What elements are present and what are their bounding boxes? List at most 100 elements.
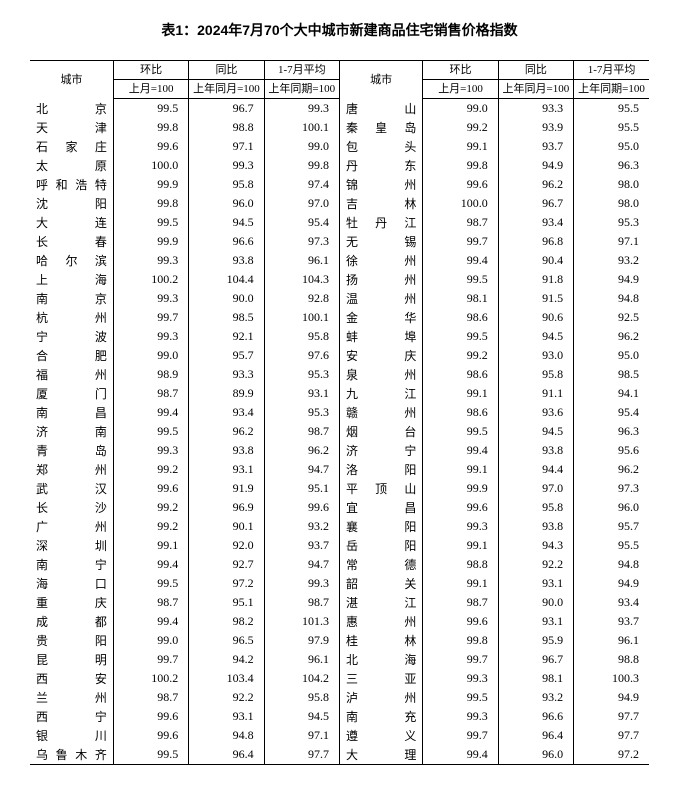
avg-value: 98.0 <box>574 194 649 213</box>
city-name: 徐州 <box>339 251 422 270</box>
yoy-value: 93.1 <box>189 460 264 479</box>
city-name: 呼和浩特 <box>30 175 113 194</box>
header-mom-left: 环比 <box>113 61 188 80</box>
avg-value: 95.4 <box>574 403 649 422</box>
mom-value: 99.9 <box>423 479 498 498</box>
yoy-value: 93.6 <box>498 403 573 422</box>
mom-value: 99.4 <box>423 745 498 765</box>
mom-value: 99.2 <box>423 346 498 365</box>
city-name: 九江 <box>339 384 422 403</box>
table-row: 沈阳99.896.097.0吉林100.096.798.0 <box>30 194 649 213</box>
mom-value: 99.1 <box>423 536 498 555</box>
avg-value: 96.2 <box>264 441 339 460</box>
yoy-value: 97.2 <box>189 574 264 593</box>
mom-value: 99.3 <box>423 517 498 536</box>
table-row: 重庆98.795.198.7湛江98.790.093.4 <box>30 593 649 612</box>
city-name: 泸州 <box>339 688 422 707</box>
table-row: 南宁99.492.794.7常德98.892.294.8 <box>30 555 649 574</box>
yoy-value: 94.3 <box>498 536 573 555</box>
city-name: 遵义 <box>339 726 422 745</box>
mom-value: 99.5 <box>113 745 188 765</box>
table-row: 郑州99.293.194.7洛阳99.194.496.2 <box>30 460 649 479</box>
city-name: 南昌 <box>30 403 113 422</box>
table-row: 深圳99.192.093.7岳阳99.194.395.5 <box>30 536 649 555</box>
avg-value: 99.0 <box>264 137 339 156</box>
yoy-value: 95.8 <box>189 175 264 194</box>
avg-value: 97.7 <box>574 726 649 745</box>
mom-value: 99.7 <box>423 650 498 669</box>
yoy-value: 93.0 <box>498 346 573 365</box>
city-name: 扬州 <box>339 270 422 289</box>
mom-value: 99.8 <box>423 156 498 175</box>
avg-value: 93.7 <box>264 536 339 555</box>
mom-value: 99.5 <box>113 99 188 118</box>
avg-value: 95.5 <box>574 99 649 118</box>
header-avg-left: 1-7月平均 <box>264 61 339 80</box>
mom-value: 99.1 <box>423 574 498 593</box>
yoy-value: 91.1 <box>498 384 573 403</box>
avg-value: 94.9 <box>574 574 649 593</box>
avg-value: 96.1 <box>574 631 649 650</box>
city-name: 哈尔滨 <box>30 251 113 270</box>
header-yoy-sub-left: 上年同月=100 <box>189 80 264 99</box>
avg-value: 94.8 <box>574 289 649 308</box>
city-name: 温州 <box>339 289 422 308</box>
table-row: 青岛99.393.896.2济宁99.493.895.6 <box>30 441 649 460</box>
avg-value: 100.1 <box>264 118 339 137</box>
yoy-value: 91.8 <box>498 270 573 289</box>
avg-value: 99.3 <box>264 574 339 593</box>
city-name: 烟台 <box>339 422 422 441</box>
city-name: 长春 <box>30 232 113 251</box>
avg-value: 95.5 <box>574 118 649 137</box>
mom-value: 99.4 <box>113 612 188 631</box>
avg-value: 93.7 <box>574 612 649 631</box>
yoy-value: 96.9 <box>189 498 264 517</box>
yoy-value: 92.2 <box>189 688 264 707</box>
avg-value: 95.1 <box>264 479 339 498</box>
yoy-value: 98.2 <box>189 612 264 631</box>
mom-value: 98.1 <box>423 289 498 308</box>
mom-value: 100.0 <box>113 156 188 175</box>
mom-value: 99.4 <box>423 441 498 460</box>
yoy-value: 93.3 <box>498 99 573 118</box>
avg-value: 95.8 <box>264 327 339 346</box>
yoy-value: 96.7 <box>189 99 264 118</box>
city-name: 北京 <box>30 99 113 118</box>
mom-value: 99.7 <box>113 308 188 327</box>
avg-value: 92.5 <box>574 308 649 327</box>
yoy-value: 96.0 <box>498 745 573 765</box>
city-name: 大连 <box>30 213 113 232</box>
mom-value: 98.7 <box>113 593 188 612</box>
yoy-value: 95.1 <box>189 593 264 612</box>
table-row: 长春99.996.697.3无锡99.796.897.1 <box>30 232 649 251</box>
city-name: 合肥 <box>30 346 113 365</box>
mom-value: 98.7 <box>423 213 498 232</box>
yoy-value: 97.1 <box>189 137 264 156</box>
mom-value: 99.4 <box>113 555 188 574</box>
avg-value: 95.8 <box>264 688 339 707</box>
avg-value: 95.3 <box>264 403 339 422</box>
mom-value: 99.7 <box>423 232 498 251</box>
yoy-value: 96.7 <box>498 650 573 669</box>
mom-value: 98.8 <box>423 555 498 574</box>
mom-value: 99.4 <box>113 403 188 422</box>
mom-value: 99.8 <box>113 194 188 213</box>
yoy-value: 99.3 <box>189 156 264 175</box>
table-row: 合肥99.095.797.6安庆99.293.095.0 <box>30 346 649 365</box>
mom-value: 99.9 <box>113 175 188 194</box>
city-name: 西宁 <box>30 707 113 726</box>
header-city-right: 城市 <box>339 61 422 99</box>
city-name: 贵阳 <box>30 631 113 650</box>
yoy-value: 96.5 <box>189 631 264 650</box>
avg-value: 94.5 <box>264 707 339 726</box>
city-name: 惠州 <box>339 612 422 631</box>
table-row: 厦门98.789.993.1九江99.191.194.1 <box>30 384 649 403</box>
price-index-table: 城市 环比 同比 1-7月平均 城市 环比 同比 1-7月平均 上月=100 上… <box>30 60 649 765</box>
mom-value: 99.6 <box>113 726 188 745</box>
table-row: 大连99.594.595.4牡丹江98.793.495.3 <box>30 213 649 232</box>
yoy-value: 94.5 <box>498 327 573 346</box>
table-row: 长沙99.296.999.6宜昌99.695.896.0 <box>30 498 649 517</box>
table-row: 北京99.596.799.3唐山99.093.395.5 <box>30 99 649 118</box>
yoy-value: 93.7 <box>498 137 573 156</box>
city-name: 郑州 <box>30 460 113 479</box>
